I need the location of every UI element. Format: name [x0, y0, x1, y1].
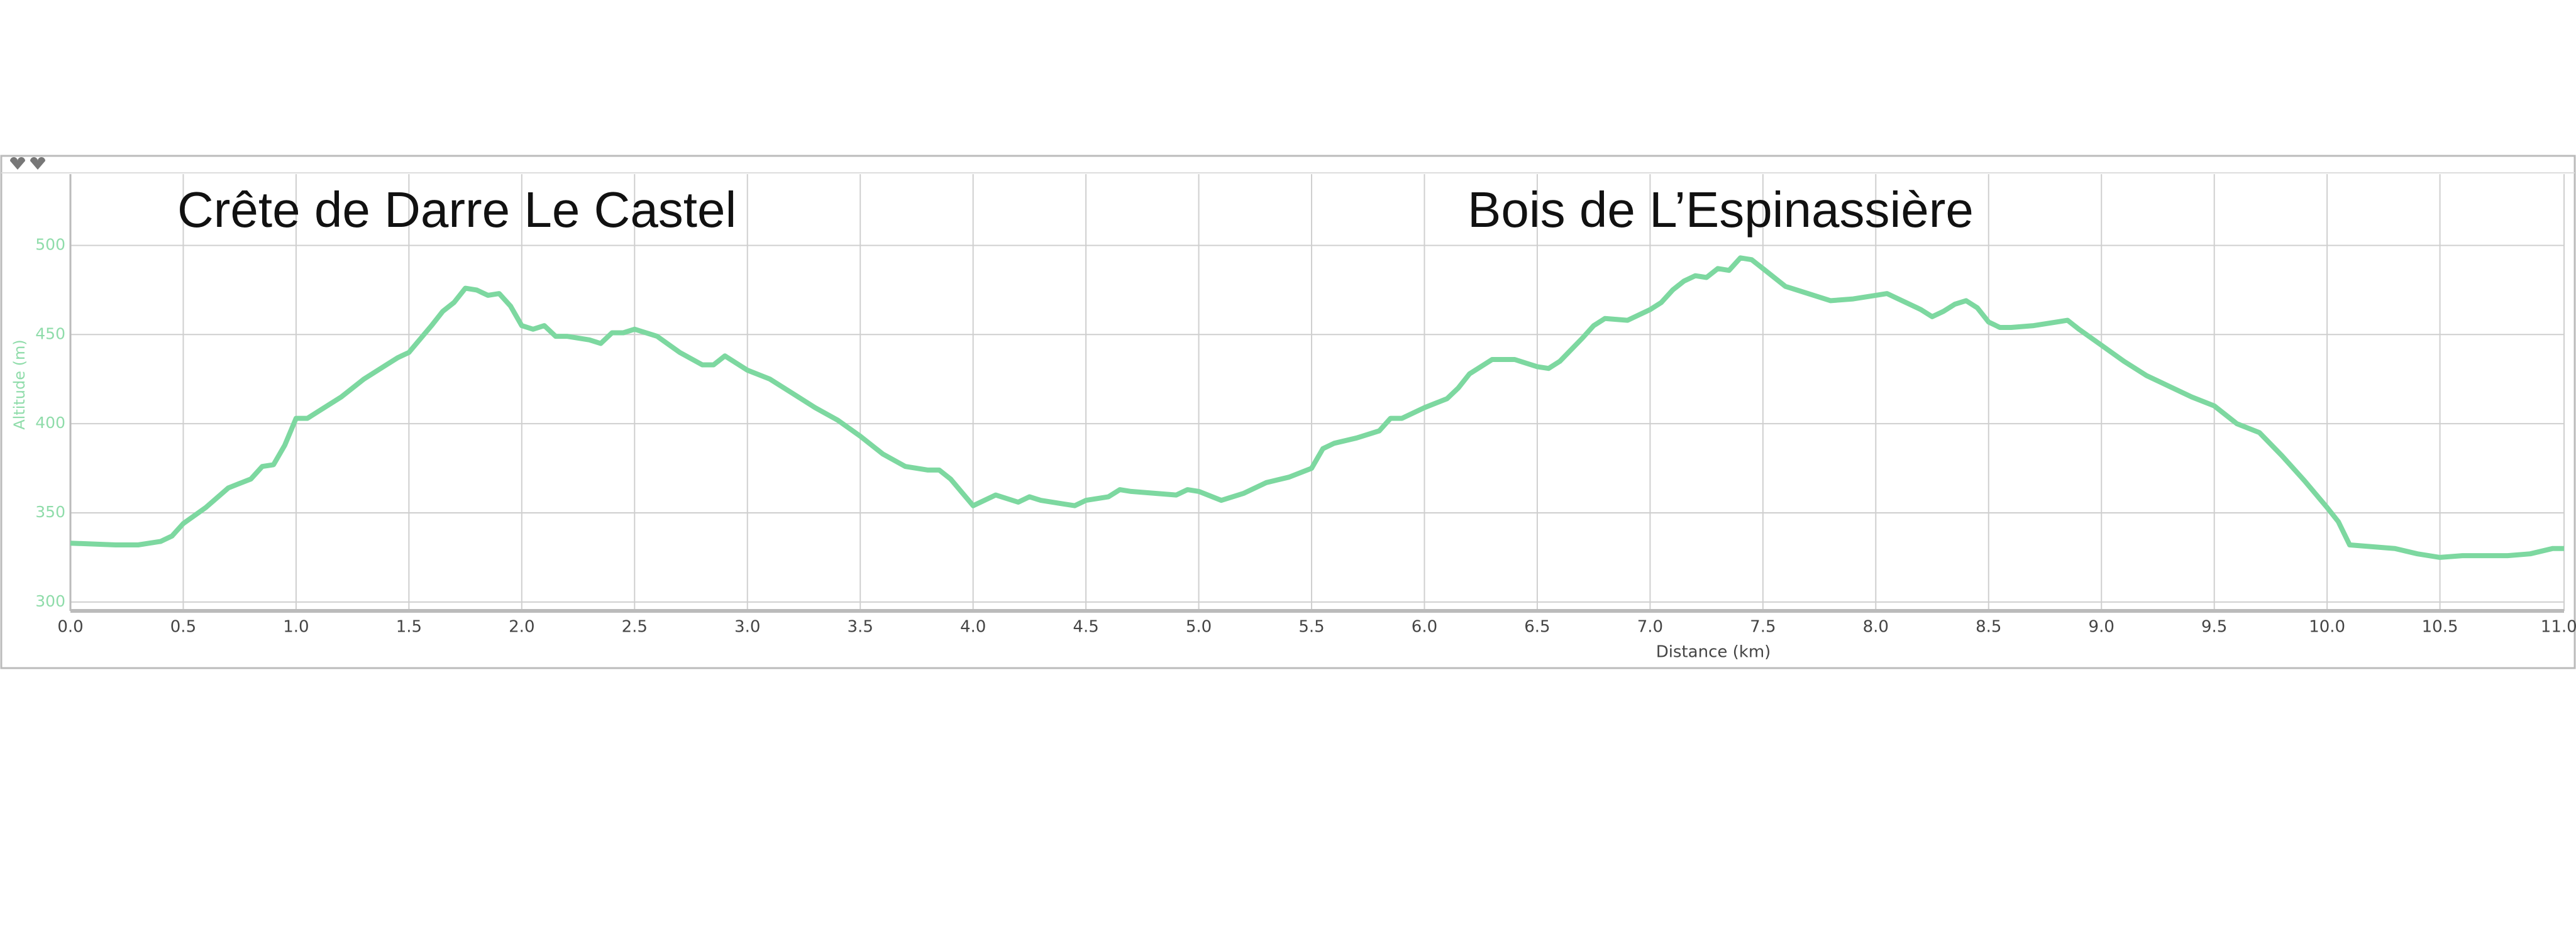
y-tick-label: 500 — [35, 235, 65, 253]
y-axis-label: Altitude (m) — [11, 339, 28, 430]
x-tick-label: 3.0 — [734, 618, 760, 637]
chart-frame — [0, 155, 2576, 669]
x-tick-label: 10.0 — [2309, 618, 2345, 637]
icon — [10, 157, 25, 170]
x-tick-label: 4.5 — [1073, 618, 1098, 637]
x-tick-label: 4.0 — [960, 618, 986, 637]
x-tick-label: 5.0 — [1186, 618, 1212, 637]
x-tick-label: 11.05 — [2541, 618, 2576, 637]
x-tick-label: 3.5 — [848, 618, 873, 637]
icon — [30, 157, 45, 170]
x-tick-label: 8.5 — [1976, 618, 2001, 637]
annotation: Bois de L’Espinassière — [1468, 182, 1974, 238]
y-tick-label: 350 — [35, 503, 65, 521]
x-tick-label: 1.0 — [283, 618, 309, 637]
x-tick-label: 9.5 — [2201, 618, 2227, 637]
y-tick-label: 400 — [35, 414, 65, 432]
x-tick-label: 0.5 — [170, 618, 196, 637]
y-tick-label: 300 — [35, 592, 65, 610]
x-tick-label: 7.0 — [1637, 618, 1663, 637]
line — [70, 255, 2564, 560]
x-tick-label: 2.5 — [622, 618, 648, 637]
annotation: Crête de Darre Le Castel — [177, 182, 736, 238]
x-tick-label: 8.0 — [1863, 618, 1889, 637]
x-tick-label: 9.0 — [2089, 618, 2114, 637]
x-tick-label: 6.0 — [1412, 618, 1437, 637]
x-tick-label: 7.5 — [1750, 618, 1776, 637]
x-tick-label: 1.5 — [396, 618, 422, 637]
x-tick-label: 6.5 — [1524, 618, 1550, 637]
x-tick-label: 2.0 — [509, 618, 534, 637]
y-tick-label: 450 — [35, 324, 65, 343]
x-axis-label: Distance (km) — [1656, 643, 1771, 662]
x-tick-label: 0.0 — [57, 618, 83, 637]
x-tick-label: 5.5 — [1298, 618, 1324, 637]
x-tick-label: 10.5 — [2422, 618, 2458, 637]
